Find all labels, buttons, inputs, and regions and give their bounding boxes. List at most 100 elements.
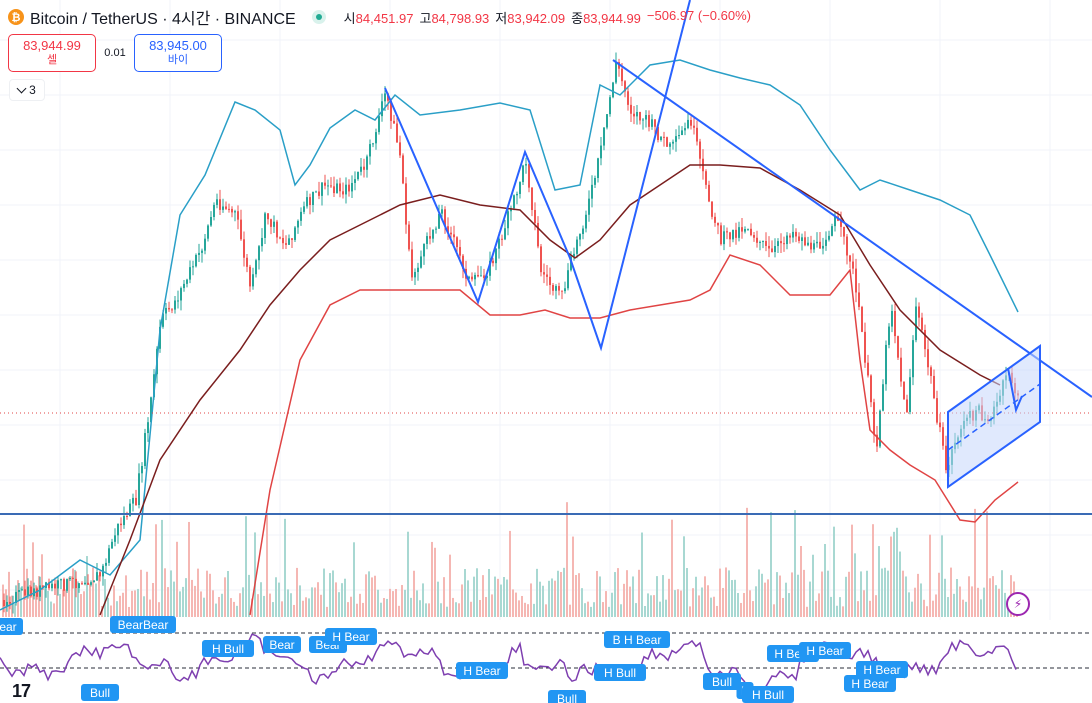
descending-trendline [612, 59, 1092, 398]
volume-bar [596, 570, 598, 617]
price-change: −506.97 (−0.60%) [646, 7, 751, 23]
lightning-icon[interactable]: ⚡ [1006, 592, 1030, 616]
candle-body [396, 123, 398, 143]
candle-body [714, 216, 716, 223]
volume-bar [164, 568, 166, 617]
candle-body [222, 206, 224, 210]
volume-bar [53, 603, 55, 617]
volume-bar [911, 601, 913, 617]
candle-body [408, 224, 410, 250]
volume-bar [743, 592, 745, 617]
indicator-toggle[interactable]: 3 [9, 79, 45, 101]
volume-bar [839, 597, 841, 617]
volume-bar [389, 588, 391, 617]
ohlc-close-label: 종 [571, 10, 584, 26]
candle-body [177, 300, 179, 302]
volume-bar [425, 603, 427, 617]
moving-average [99, 164, 1001, 616]
volume-bar [821, 571, 823, 617]
ohlc-high-label: 고 [419, 10, 432, 26]
candle-body [678, 135, 680, 137]
candle-body [525, 164, 527, 166]
volume-bar [218, 596, 220, 617]
candle-body [708, 184, 710, 202]
candle-body [267, 213, 269, 220]
candle-body [111, 541, 113, 549]
candle-body [300, 211, 302, 221]
volume-bar [440, 603, 442, 617]
volume-bar [956, 579, 958, 617]
volume-bar [98, 575, 100, 617]
volume-bar [281, 601, 283, 617]
candle-body [189, 267, 191, 280]
candle-body [597, 158, 599, 179]
volume-bar [320, 594, 322, 617]
tradingview-logo[interactable]: 17 [12, 681, 31, 701]
volume-bar [848, 571, 850, 617]
candle-body [477, 274, 479, 277]
candle-body [186, 279, 188, 284]
volume-bar [797, 574, 799, 617]
volume-bar [245, 516, 247, 617]
candle-body [696, 127, 698, 142]
buy-button[interactable]: 83,945.00 바이 [134, 34, 222, 72]
volume-bar [347, 602, 349, 617]
candle-body [225, 206, 227, 209]
volume-bar [251, 598, 253, 617]
volume-bar [212, 590, 214, 617]
candle-body [150, 397, 152, 423]
volume-bar [104, 579, 106, 617]
volume-bar [86, 556, 88, 617]
candle-body [354, 179, 356, 183]
volume-bar [113, 585, 115, 617]
candle-body [105, 562, 107, 566]
volume-bar [518, 600, 520, 617]
candle-body [864, 331, 866, 363]
candle-body [807, 242, 809, 246]
candle-body [57, 580, 59, 589]
candle-body [399, 142, 401, 156]
candle-body [831, 226, 833, 236]
volume-bar [167, 587, 169, 617]
candle-body [462, 255, 464, 269]
candle-body [438, 213, 440, 229]
candle-body [261, 237, 263, 247]
candle-body [939, 422, 941, 428]
candle-body [126, 516, 128, 518]
volume-bar [863, 590, 865, 617]
candle-body [60, 579, 62, 581]
volume-bar [146, 571, 148, 617]
volume-bar [746, 507, 748, 617]
volume-bar [515, 592, 517, 617]
candle-body [270, 219, 272, 227]
candle-body [672, 141, 674, 144]
trend-drawings [0, 0, 1092, 515]
candle-body [705, 171, 707, 185]
volume-bar [230, 598, 232, 617]
candle-body [588, 198, 590, 215]
candle-body [123, 516, 125, 526]
volume-bar [488, 569, 490, 617]
symbol-title[interactable]: Bitcoin / TetherUS · 4시간 · BINANCE [30, 11, 296, 28]
candle-body [633, 113, 635, 117]
volume-bar [893, 531, 895, 617]
candle-body [486, 275, 488, 278]
volume-bar [755, 586, 757, 617]
volume-bar [740, 602, 742, 617]
volume-bar [350, 596, 352, 617]
market-status-icon[interactable] [311, 10, 326, 24]
candle-body [594, 178, 596, 185]
volume-bar [608, 606, 610, 617]
volume-bar [545, 604, 547, 617]
volume-bar [689, 606, 691, 617]
candle-body [915, 306, 917, 341]
rising-channel [947, 344, 1041, 489]
volume-bar [521, 595, 523, 617]
volume-bar [143, 596, 145, 617]
sell-button[interactable]: 83,944.99 셀 [8, 34, 96, 72]
candle-body [90, 582, 92, 585]
candle-body [249, 266, 251, 287]
volume-bar [881, 568, 883, 617]
volume-bar [428, 603, 430, 617]
